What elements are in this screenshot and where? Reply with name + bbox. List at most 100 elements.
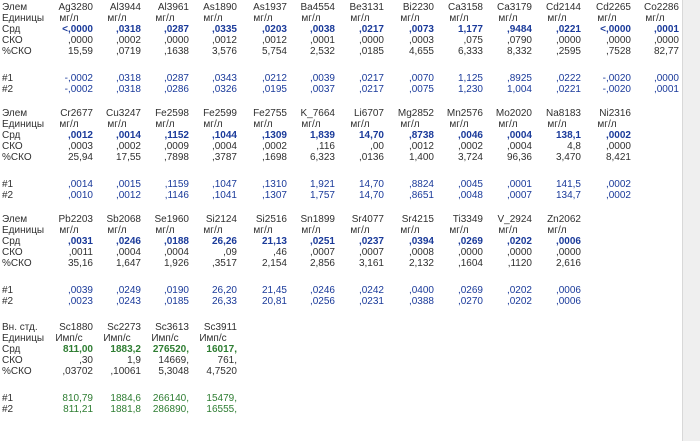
- value-cell: ,0221: [555, 24, 581, 35]
- value-cell: ,1698: [261, 152, 287, 163]
- element-header: Fe2755: [253, 108, 287, 119]
- value-cell: ,0045: [457, 179, 483, 190]
- element-header: Sc1880: [59, 322, 93, 333]
- value-cell: мг/л: [498, 225, 518, 236]
- element-header: Sn1899: [300, 214, 335, 225]
- value-cell: ,0335: [211, 24, 237, 35]
- value-cell: ,0012: [408, 141, 434, 152]
- value-cell: 1884,6: [110, 393, 141, 404]
- value-cell: ,0188: [163, 236, 189, 247]
- value-cell: ,0269: [457, 285, 483, 296]
- value-cell: 5,754: [261, 46, 287, 57]
- element-header: K_7664: [300, 108, 335, 119]
- row-label: #1: [2, 179, 14, 190]
- row-label: %СКО: [2, 366, 32, 377]
- value-cell: ,0000: [67, 35, 93, 46]
- value-cell: мг/л: [547, 119, 567, 130]
- value-cell: ,0003: [67, 141, 93, 152]
- value-cell: ,0202: [506, 285, 532, 296]
- results-row-sd: СКО ,0000 ,0002 ,0000 ,0012 ,0012 ,0001 ,0000 ,0…: [0, 35, 682, 47]
- value-cell: 1,177: [457, 24, 483, 35]
- value-cell: 266140,: [152, 393, 189, 404]
- value-cell: 276520,: [152, 344, 189, 355]
- results-row-avg: Срд 811,00 1883,2 276520, 16017,: [0, 344, 682, 356]
- value-cell: ,0217: [358, 24, 384, 35]
- value-cell: ,1152: [164, 130, 189, 141]
- vertical-scrollbar[interactable]: [682, 0, 700, 441]
- value-cell: мг/л: [107, 225, 127, 236]
- element-header: Ni2316: [599, 108, 631, 119]
- value-cell: ,1120: [507, 258, 532, 269]
- value-cell: 3,576: [211, 46, 237, 57]
- results-row-units: Единицы мг/л мг/л мг/л мг/л мг/л мг/л мг/л мг/л м…: [0, 119, 682, 131]
- value-cell: ,0000: [653, 73, 679, 84]
- value-cell: 2,616: [555, 258, 581, 269]
- results-row-sd: СКО ,0003 ,0002 ,0009 ,0004 ,0002 ,116 ,00 ,0012…: [0, 141, 682, 153]
- value-cell: мг/л: [107, 119, 127, 130]
- element-header: V_2924: [497, 214, 532, 225]
- value-cell: ,1307: [261, 190, 287, 201]
- element-header: Fe2598: [155, 108, 189, 119]
- value-cell: ,0011: [68, 247, 93, 258]
- value-cell: ,0343: [211, 73, 237, 84]
- value-cell: 16017,: [206, 344, 237, 355]
- row-label: СКО: [2, 247, 23, 258]
- value-cell: ,0000: [163, 35, 189, 46]
- value-cell: ,0326: [211, 84, 237, 95]
- results-row-rsd: %СКО 35,16 1,647 1,926 ,3517 2,154 2,856 3,161 2…: [0, 258, 682, 270]
- value-cell: 82,77: [653, 46, 679, 57]
- value-cell: ,0202: [506, 236, 532, 247]
- element-header: Ag3280: [58, 2, 93, 13]
- element-header: Cu3247: [105, 108, 141, 119]
- value-cell: 21,13: [261, 236, 287, 247]
- row-label: Срд: [2, 130, 21, 141]
- results-row-r1: #1 810,79 1884,6 266140, 15479,: [0, 393, 682, 405]
- value-cell: ,0000: [653, 35, 679, 46]
- value-cell: ,0075: [408, 84, 434, 95]
- value-cell: ,30: [79, 355, 93, 366]
- value-cell: мг/л: [59, 225, 79, 236]
- value-cell: 1881,8: [110, 404, 141, 415]
- value-cell: 14,70: [358, 179, 384, 190]
- results-row-elem: Вн. стд. Sc1880 Sc2273 Sc3613 Sc3911: [0, 322, 682, 334]
- value-cell: 761,: [217, 355, 237, 366]
- value-cell: ,0286: [163, 84, 189, 95]
- value-cell: ,0006: [555, 285, 581, 296]
- value-cell: ,0001: [653, 84, 679, 95]
- row-label: #1: [2, 73, 14, 84]
- element-header: Cr2677: [60, 108, 93, 119]
- value-cell: 1,004: [506, 84, 532, 95]
- value-cell: 26,20: [211, 285, 237, 296]
- value-cell: ,1159: [164, 179, 189, 190]
- value-cell: ,0136: [358, 152, 384, 163]
- value-cell: ,0719: [115, 46, 141, 57]
- value-cell: ,0185: [358, 46, 384, 57]
- value-cell: ,0242: [358, 285, 384, 296]
- value-cell: ,0203: [261, 24, 287, 35]
- value-cell: мг/л: [203, 225, 223, 236]
- value-cell: 25,94: [67, 152, 93, 163]
- row-label: Единицы: [2, 13, 45, 24]
- element-header: Sc3911: [203, 322, 237, 333]
- value-cell: ,0004: [115, 247, 141, 258]
- value-cell: 1883,2: [110, 344, 141, 355]
- value-cell: 4,7520: [206, 366, 237, 377]
- row-label: Единицы: [2, 225, 45, 236]
- value-cell: 1,647: [115, 258, 141, 269]
- element-header: Ba4554: [300, 2, 335, 13]
- value-cell: мг/л: [107, 13, 127, 24]
- element-header: Be3131: [349, 2, 384, 13]
- row-label: %СКО: [2, 152, 32, 163]
- value-cell: 2,532: [309, 46, 335, 57]
- value-cell: ,0231: [358, 296, 384, 307]
- value-cell: 3,724: [457, 152, 483, 163]
- value-cell: ,0015: [115, 179, 141, 190]
- value-cell: мг/л: [203, 13, 223, 24]
- value-cell: ,8824: [408, 179, 434, 190]
- value-cell: ,075: [463, 35, 483, 46]
- value-cell: ,0048: [457, 190, 483, 201]
- value-cell: 26,26: [211, 236, 237, 247]
- value-cell: ,0318: [115, 84, 141, 95]
- value-cell: ,0008: [408, 247, 434, 258]
- element-header: Bi2230: [402, 2, 434, 13]
